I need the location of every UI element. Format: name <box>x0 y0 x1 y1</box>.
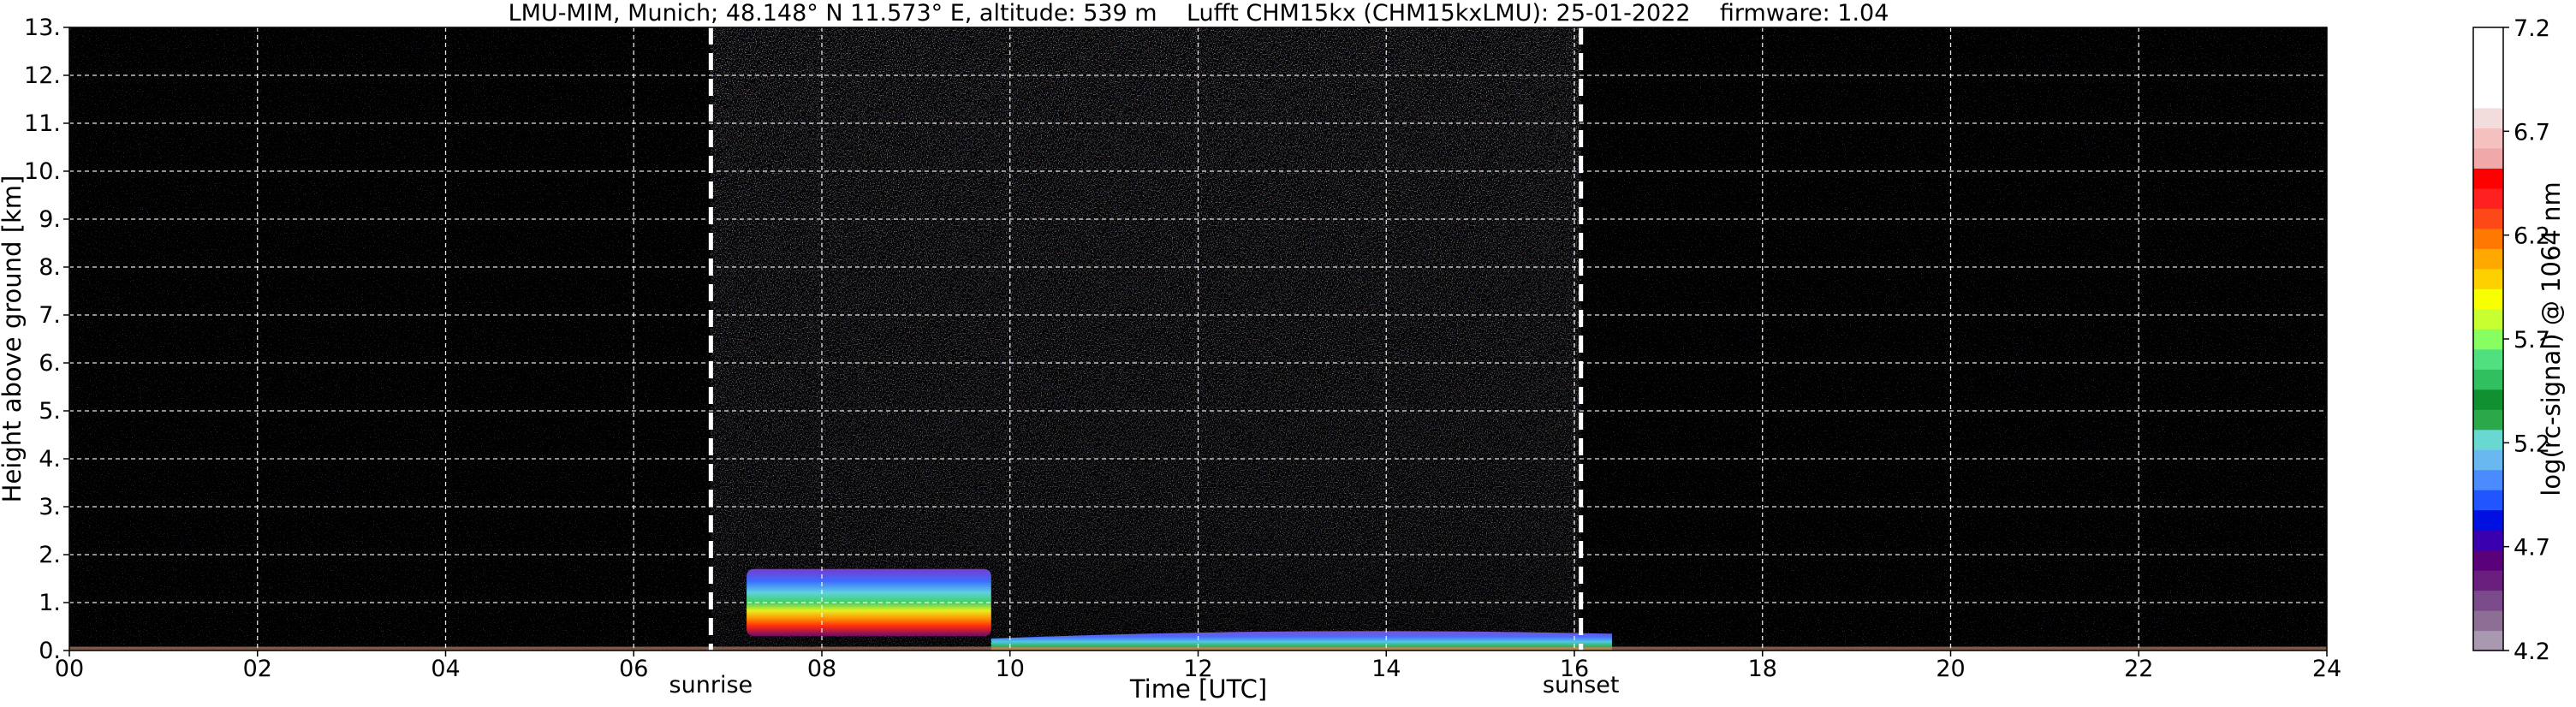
x-tick-label: 20 <box>1936 656 1965 682</box>
colorbar-segment <box>2473 429 2503 450</box>
x-tick-label: 02 <box>243 656 272 682</box>
colorbar-tick-label: 6.2 <box>2514 223 2550 250</box>
y-tick-label: 11. <box>24 110 61 137</box>
colorbar-tick-label: 5.7 <box>2514 327 2550 354</box>
colorbar-segment <box>2473 268 2503 289</box>
x-tick-label: 22 <box>2124 656 2153 682</box>
colorbar-tick-label: 4.7 <box>2514 535 2550 561</box>
boundary-layer <box>991 631 1612 651</box>
x-tick-label: 06 <box>619 656 648 682</box>
y-tick-label: 10. <box>24 158 61 185</box>
colorbar-segment <box>2473 27 2503 49</box>
colorbar-segment <box>2473 530 2503 551</box>
colorbar-segment <box>2473 449 2503 471</box>
x-tick-label: 16 <box>1560 656 1589 682</box>
sun-annotations: sunrise sunset <box>669 27 1620 698</box>
colorbar-label: log(rc-signal) @ 1064 nm <box>2537 181 2566 496</box>
x-tick-label: 14 <box>1371 656 1401 682</box>
x-tick-label: 12 <box>1183 656 1212 682</box>
y-tick-label: 0. <box>39 638 61 664</box>
colorbar-segment <box>2473 590 2503 611</box>
colorbar-tick-label: 7.2 <box>2514 15 2550 42</box>
y-tick-label: 7. <box>39 302 61 329</box>
signal-features <box>69 568 2327 651</box>
colorbar-segment <box>2473 329 2503 350</box>
colorbar-tick-label: 5.2 <box>2514 431 2550 457</box>
sunrise-label: sunrise <box>669 672 753 698</box>
near-ground-signal <box>69 646 2327 651</box>
colorbar-segment <box>2473 228 2503 249</box>
y-tick-label: 2. <box>39 542 61 568</box>
colorbar-segment <box>2473 469 2503 490</box>
daytime-signal-noise <box>711 27 1581 651</box>
colorbar-segment <box>2473 369 2503 390</box>
y-tick-label: 4. <box>39 446 61 472</box>
sunset-label: sunset <box>1543 672 1620 698</box>
colorbar-segment <box>2473 610 2503 632</box>
colorbar-segment <box>2473 630 2503 651</box>
colorbar-segment <box>2473 288 2503 310</box>
colorbar-segment <box>2473 87 2503 109</box>
colorbar-segment <box>2473 509 2503 531</box>
y-tick-label: 13. <box>24 15 61 41</box>
grid <box>69 27 2327 651</box>
colorbar-segment <box>2473 168 2503 189</box>
chart-title: LMU-MIM, Munich; 48.148° N 11.573° E, al… <box>509 0 1889 27</box>
colorbar-segment <box>2473 147 2503 169</box>
x-axis-ticks: 00 02 04 06 08 10 12 14 16 18 20 22 24 <box>55 651 2341 682</box>
colorbar-segment <box>2473 47 2503 68</box>
colorbar-segment <box>2473 248 2503 270</box>
colorbar-segment <box>2473 570 2503 591</box>
y-axis-ticks: 0. 1. 2. 3. 4. 5. 6. 7. 8. 9. 10. 11. 12. 13. <box>24 15 69 664</box>
colorbar-segment <box>2473 187 2503 209</box>
y-tick-label: 12. <box>24 62 61 89</box>
colorbar: 4.2 4.7 5.2 5.7 6.2 6.7 7.2 <box>2472 15 2550 665</box>
x-tick-label: 18 <box>1748 656 1777 682</box>
colorbar-segment <box>2473 67 2503 89</box>
y-tick-label: 3. <box>39 494 61 520</box>
x-tick-label: 04 <box>431 656 460 682</box>
colorbar-segment <box>2473 389 2503 410</box>
x-tick-label: 00 <box>55 656 84 682</box>
y-axis-label: Height above ground [km] <box>0 175 27 503</box>
y-tick-label: 8. <box>39 254 61 281</box>
y-tick-label: 1. <box>39 590 61 616</box>
colorbar-tick-label: 6.7 <box>2514 119 2550 146</box>
colorbar-segment <box>2473 348 2503 370</box>
colorbar-segment <box>2473 490 2503 511</box>
y-tick-label: 6. <box>39 350 61 377</box>
colorbar-tick-label: 4.2 <box>2514 639 2550 665</box>
x-tick-label: 10 <box>996 656 1025 682</box>
x-axis-label: Time [UTC] <box>1129 674 1267 704</box>
y-tick-label: 9. <box>39 206 61 233</box>
aerosol-cloud-layer <box>747 568 991 637</box>
colorbar-segment <box>2473 208 2503 229</box>
x-tick-label: 08 <box>807 656 836 682</box>
daytime-noise-band <box>711 27 1581 651</box>
colorbar-segment <box>2473 128 2503 149</box>
colorbar-segment <box>2473 409 2503 431</box>
x-tick-label: 24 <box>2312 656 2341 682</box>
y-tick-label: 5. <box>39 398 61 425</box>
colorbar-segment <box>2473 550 2503 571</box>
colorbar-segment <box>2473 107 2503 129</box>
colorbar-segment <box>2473 308 2503 330</box>
